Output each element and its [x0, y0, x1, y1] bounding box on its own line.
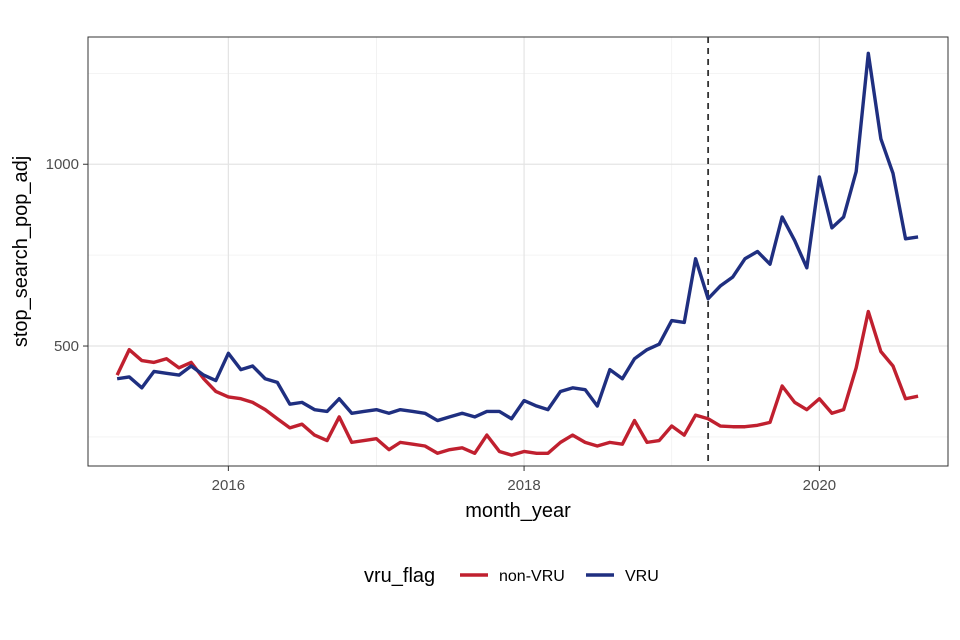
y-tick-labels: 500 1000 [46, 156, 79, 355]
y-tick-label: 1000 [46, 156, 79, 173]
series-layer [115, 51, 919, 457]
series-line-non-vru [115, 309, 919, 457]
minor-gridlines [88, 37, 948, 466]
legend-title: vru_flag [364, 565, 435, 587]
series-line-vru [116, 51, 919, 423]
x-tick-labels: 2016 2018 2020 [212, 477, 836, 494]
panel-border [87, 36, 949, 467]
y-tick-label: 500 [54, 338, 79, 355]
major-gridlines [88, 37, 948, 466]
x-tick-label: 2020 [803, 477, 836, 494]
axis-ticks [83, 163, 820, 471]
x-tick-label: 2018 [507, 477, 540, 494]
x-tick-label: 2016 [212, 477, 245, 494]
legend: vru_flag non-VRU VRU [364, 565, 659, 587]
legend-label-non-vru: non-VRU [499, 568, 565, 585]
y-axis-title: stop_search_pop_adj [10, 156, 32, 347]
legend-label-vru: VRU [625, 568, 659, 585]
x-axis-title: month_year [465, 500, 571, 522]
